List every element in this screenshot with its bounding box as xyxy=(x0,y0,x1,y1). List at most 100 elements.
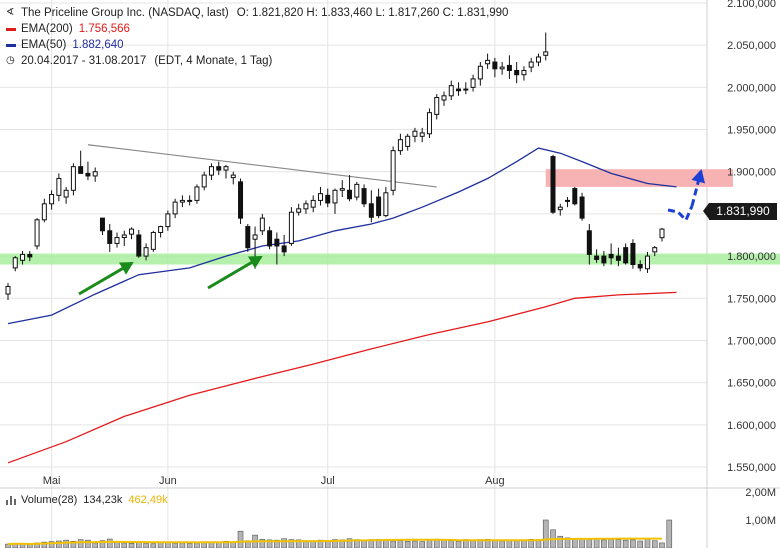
x-axis-labels: Mai Jun Jul Aug xyxy=(43,475,505,487)
candle-body xyxy=(368,203,374,218)
candle-body xyxy=(201,174,207,188)
candle-body xyxy=(85,172,91,177)
candle xyxy=(179,195,185,208)
volume-bar xyxy=(470,539,476,548)
period-range: 20.04.2017 - 31.08.2017 xyxy=(21,55,147,67)
candle-body xyxy=(652,247,658,253)
volume-bar xyxy=(26,544,33,548)
volume-bar xyxy=(215,542,222,548)
candle xyxy=(107,224,113,252)
candle-body xyxy=(412,130,418,137)
candle-body xyxy=(317,193,323,201)
volume-bar xyxy=(630,539,636,548)
candle xyxy=(623,243,629,265)
chart-legend: ∢ The Priceline Group Inc. (NASDAQ, last… xyxy=(6,5,508,69)
projection-arrow xyxy=(667,205,694,223)
candle xyxy=(608,243,614,265)
candle-body xyxy=(608,253,614,259)
period-row: ◷ 20.04.2017 - 31.08.2017 (EDT, 4 Monate… xyxy=(6,53,508,69)
volume-tick-label: 2,00M xyxy=(745,487,776,499)
candle xyxy=(412,127,418,143)
volume-bar xyxy=(77,539,84,548)
y-axis-labels: 2.100,000 2.050,000 2.000,000 1.950,000 1.90… xyxy=(727,0,776,527)
volume-bar xyxy=(143,543,149,548)
candle xyxy=(288,207,294,246)
volume-bar xyxy=(114,542,120,548)
candle xyxy=(78,150,84,174)
ema200-legend: EMA(200) 1.756,566 xyxy=(6,21,508,37)
title-row: ∢ The Priceline Group Inc. (NASDAQ, last… xyxy=(6,5,508,21)
chart-type-icon: ∢ xyxy=(6,7,15,18)
candle-body xyxy=(535,56,541,63)
candle xyxy=(659,227,665,242)
candle xyxy=(259,213,265,235)
volume-bar xyxy=(179,542,186,548)
candle-body xyxy=(419,132,425,137)
volume-bar xyxy=(426,539,433,548)
candle xyxy=(121,230,127,246)
candle xyxy=(325,188,331,208)
volume-bar xyxy=(433,539,440,548)
y-tick-label: 1.750,000 xyxy=(727,293,776,305)
candle xyxy=(543,32,549,61)
candle xyxy=(56,173,62,202)
volume-bar xyxy=(397,540,404,548)
volume-bar xyxy=(666,519,673,548)
resistance-zone xyxy=(545,169,733,187)
candle xyxy=(492,57,498,78)
candle-body xyxy=(514,69,520,76)
candle xyxy=(426,108,432,138)
candle xyxy=(615,247,621,267)
y-tick-label: 1.950,000 xyxy=(727,125,776,137)
candle xyxy=(136,229,142,258)
candle-body xyxy=(557,206,563,211)
candle xyxy=(296,203,302,216)
candle xyxy=(514,62,520,84)
candle xyxy=(383,186,389,218)
candle-body xyxy=(332,189,338,204)
volume-bar xyxy=(346,538,353,548)
candle-body xyxy=(572,188,578,205)
ema200-line xyxy=(7,291,677,464)
candle xyxy=(470,74,476,92)
last-price-badge: 1.831,990 xyxy=(703,203,777,220)
volume-bar xyxy=(136,542,142,548)
candle xyxy=(368,190,374,223)
clock-icon: ◷ xyxy=(6,55,15,66)
candle-body xyxy=(521,69,527,76)
volume-bar xyxy=(651,540,658,548)
volume-tick-label: 1,00M xyxy=(745,515,776,527)
candle xyxy=(637,260,643,272)
candle-body xyxy=(56,177,62,196)
volume-bar xyxy=(295,539,302,548)
candle xyxy=(310,195,316,213)
volume-label: Volume(28) xyxy=(21,494,78,506)
y-tick-label: 1.550,000 xyxy=(727,462,776,474)
candle xyxy=(477,62,483,86)
volume-bar xyxy=(419,541,426,548)
candle xyxy=(376,188,382,219)
candle xyxy=(535,53,541,67)
volume-bar xyxy=(542,519,549,548)
candle-body xyxy=(543,51,549,56)
candle xyxy=(223,164,229,179)
candle xyxy=(245,224,251,252)
candle xyxy=(216,161,222,176)
candle-body xyxy=(20,253,26,261)
candle-body xyxy=(528,61,534,68)
candle-body xyxy=(383,192,389,217)
candle-body xyxy=(216,166,222,171)
candle xyxy=(557,203,563,216)
candle xyxy=(521,66,527,81)
volume-bar xyxy=(186,543,193,548)
candle-body xyxy=(397,139,403,152)
annotation-arrows xyxy=(78,169,706,296)
volume-bar xyxy=(390,540,396,548)
volume-bar xyxy=(448,540,455,548)
volume-bar xyxy=(593,538,600,548)
volume-bar xyxy=(637,540,644,548)
volume-bar xyxy=(92,542,98,548)
candle xyxy=(347,175,353,202)
support-zone xyxy=(0,253,780,265)
candle-body xyxy=(12,257,18,269)
